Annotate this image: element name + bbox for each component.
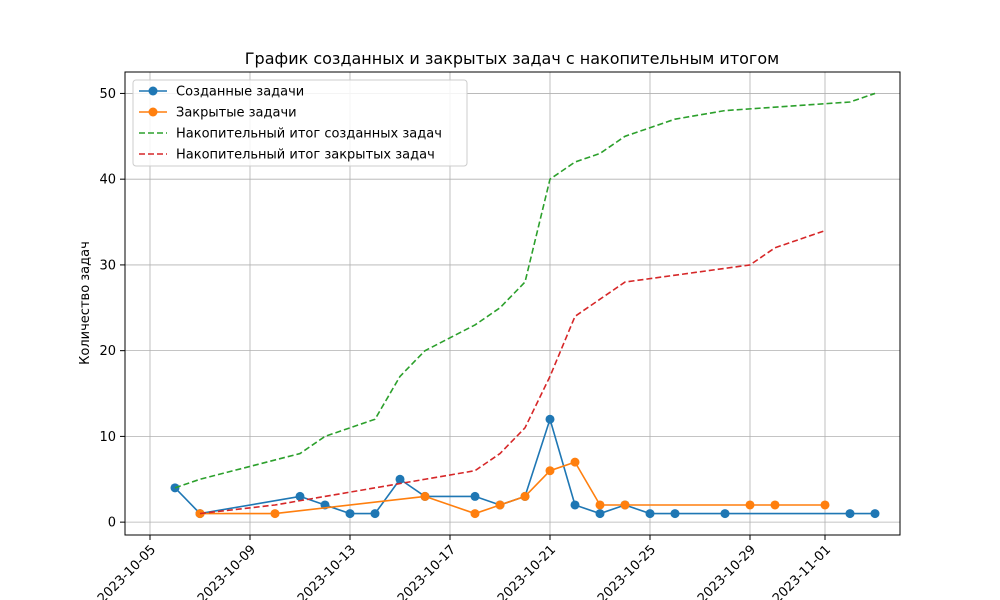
x-tick-label: 2023-10-13 <box>295 542 359 600</box>
data-point <box>670 509 680 519</box>
data-point <box>720 509 730 519</box>
data-point <box>595 509 605 519</box>
series-layer <box>170 92 880 519</box>
data-point <box>520 491 530 501</box>
legend-item: Закрытые задачи <box>139 106 297 121</box>
data-point <box>645 509 655 519</box>
legend-item: Накопительный итог созданных задач <box>139 127 442 142</box>
data-point <box>495 500 505 510</box>
data-point <box>195 509 205 519</box>
x-tick-label: 2023-10-25 <box>595 542 659 600</box>
data-point <box>345 509 355 519</box>
data-point <box>370 509 380 519</box>
legend-marker <box>148 107 158 117</box>
data-point <box>595 500 605 510</box>
data-point <box>620 500 630 510</box>
data-point <box>545 414 555 424</box>
chart-title: График созданных и закрытых задач с нако… <box>245 49 779 68</box>
y-tick-label: 30 <box>99 258 116 273</box>
grid <box>125 72 900 535</box>
legend-item: Созданные задачи <box>139 85 304 100</box>
series-line <box>200 461 825 515</box>
data-point <box>820 500 830 510</box>
data-point <box>570 457 580 467</box>
x-tick-label: 2023-10-17 <box>395 542 459 600</box>
data-point <box>395 474 405 484</box>
legend-box <box>132 79 468 167</box>
series-line <box>199 229 826 515</box>
axes-frame <box>124 71 901 536</box>
y-tick-label: 40 <box>99 173 116 188</box>
x-tick-label: 2023-10-21 <box>495 542 559 600</box>
data-point <box>870 509 880 519</box>
data-point <box>545 466 555 476</box>
legend-label: Закрытые задачи <box>176 106 297 121</box>
legend-item: Накопительный итог закрытых задач <box>139 148 435 163</box>
y-tick-label: 20 <box>99 344 116 359</box>
legend: Созданные задачи Закрытые задачи Накопител… <box>132 79 468 167</box>
data-point <box>845 509 855 519</box>
x-tick-label: 2023-10-09 <box>195 542 259 600</box>
data-point <box>470 491 480 501</box>
data-point <box>770 500 780 510</box>
y-axis-label: Количество задач <box>78 241 93 365</box>
series-4 <box>199 229 826 515</box>
data-point <box>745 500 755 510</box>
y-tick-label: 0 <box>108 516 116 531</box>
y-tick-label: 50 <box>99 87 116 102</box>
x-tick-label: 2023-11-01 <box>770 542 834 600</box>
data-point <box>420 491 430 501</box>
legend-label: Накопительный итог созданных задач <box>176 127 442 142</box>
data-point <box>295 491 305 501</box>
x-tick-label: 2023-10-05 <box>95 542 159 600</box>
legend-label: Накопительный итог закрытых задач <box>176 148 435 163</box>
data-point <box>270 509 280 519</box>
series-2 <box>195 457 830 519</box>
data-point <box>570 500 580 510</box>
series-line <box>174 92 876 489</box>
y-tick-label: 10 <box>99 430 116 445</box>
data-point <box>470 509 480 519</box>
series-3 <box>174 92 876 489</box>
legend-label: Созданные задачи <box>176 85 304 100</box>
x-tick-label: 2023-10-29 <box>695 542 759 600</box>
legend-marker <box>148 86 158 96</box>
data-point <box>170 483 180 493</box>
